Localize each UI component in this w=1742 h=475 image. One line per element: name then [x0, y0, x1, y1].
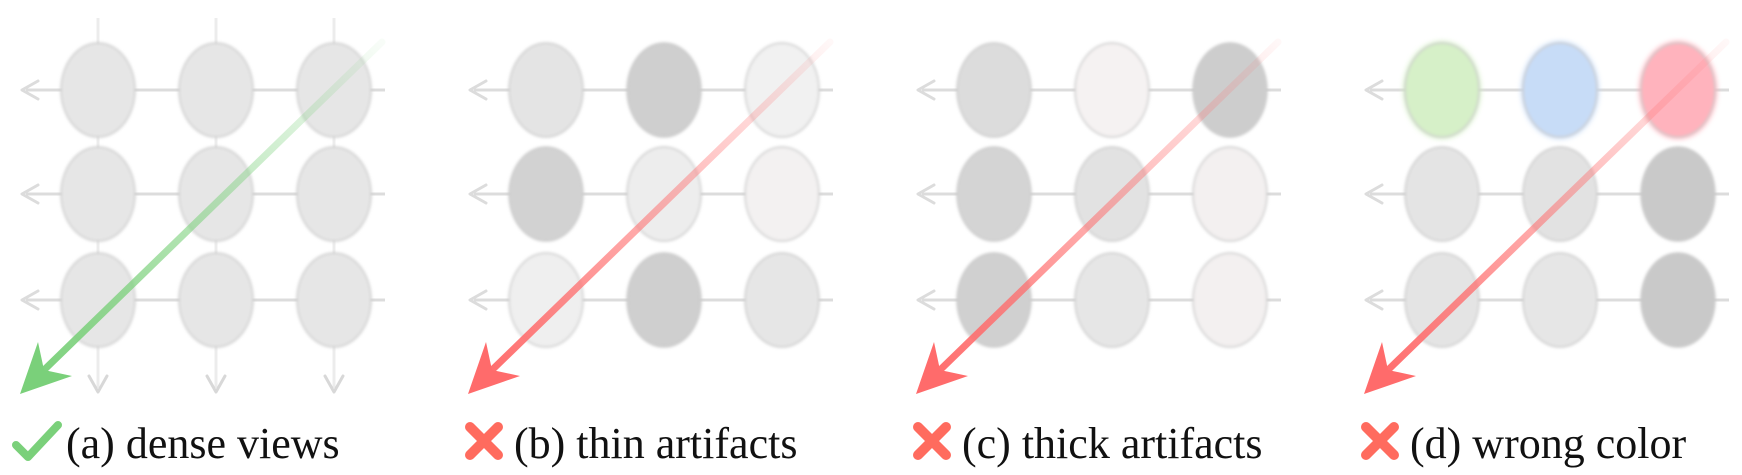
check-icon — [12, 421, 62, 461]
down-arrow-icon — [205, 374, 227, 394]
view-cell-r2-c3 — [295, 145, 373, 243]
left-arrow-icon — [1364, 289, 1384, 311]
panel-c: (c) thick artifacts — [913, 38, 1282, 468]
left-arrow-icon — [20, 289, 40, 311]
view-cell-r1-c2 — [177, 41, 255, 139]
view-cell-r2-c1 — [1403, 145, 1481, 243]
left-arrow-icon — [468, 79, 488, 101]
ray-arrowhead-icon — [1364, 342, 1416, 394]
view-cell-r3-c3 — [1191, 251, 1269, 349]
camera-ray-arrow — [40, 38, 386, 374]
camera-ray-arrow — [936, 38, 1282, 374]
cross-icon — [1361, 422, 1399, 460]
panel-caption: (d) wrong color — [1410, 419, 1686, 468]
left-arrow-icon — [20, 79, 40, 101]
view-cell-r3-c2 — [177, 251, 255, 349]
view-cell-r1-c1 — [59, 41, 137, 139]
view-cell-r3-c1 — [59, 251, 137, 349]
ray-arrowhead-icon — [916, 342, 968, 394]
view-cell-r3-c1 — [955, 251, 1033, 349]
view-cell-r3-c3 — [1639, 251, 1717, 349]
left-arrow-icon — [916, 79, 936, 101]
left-arrow-icon — [468, 289, 488, 311]
view-cell-r3-c3 — [295, 251, 373, 349]
view-cell-r1-c2 — [625, 41, 703, 139]
panel-b: (b) thin artifacts — [465, 38, 834, 468]
view-cell-r1-c1 — [507, 41, 585, 139]
view-cell-r3-c1 — [1403, 251, 1481, 349]
view-cell-r1-c1 — [1403, 41, 1481, 139]
view-cell-r1-c2 — [1521, 41, 1599, 139]
cross-icon — [913, 422, 951, 460]
view-cell-r3-c3 — [743, 251, 821, 349]
panel-caption: (a) dense views — [66, 419, 340, 468]
view-cell-r3-c2 — [1521, 251, 1599, 349]
left-arrow-icon — [20, 183, 40, 205]
left-arrow-icon — [916, 183, 936, 205]
panel-d: (d) wrong color — [1361, 38, 1730, 468]
left-arrow-icon — [1364, 79, 1384, 101]
view-cell-r2-c3 — [743, 145, 821, 243]
panel-caption: (c) thick artifacts — [962, 419, 1263, 468]
ray-arrowhead-icon — [468, 342, 520, 394]
cross-icon — [465, 422, 503, 460]
view-cell-r1-c2 — [1073, 41, 1151, 139]
view-cell-r2-c3 — [1639, 145, 1717, 243]
left-arrow-icon — [1364, 183, 1384, 205]
panel-caption: (b) thin artifacts — [514, 419, 797, 468]
camera-ray-arrow — [1384, 38, 1730, 374]
ray-arrowhead-icon — [20, 342, 72, 394]
down-arrow-icon — [323, 374, 345, 394]
panel-a: (a) dense views — [12, 18, 386, 468]
view-cell-r3-c1 — [507, 251, 585, 349]
camera-ray-arrow — [488, 38, 834, 374]
view-cell-r2-c1 — [955, 145, 1033, 243]
view-cell-r2-c3 — [1191, 145, 1269, 243]
view-cell-r2-c1 — [507, 145, 585, 243]
down-arrow-icon — [87, 374, 109, 394]
view-cell-r3-c2 — [625, 251, 703, 349]
left-arrow-icon — [916, 289, 936, 311]
view-cell-r2-c1 — [59, 145, 137, 243]
left-arrow-icon — [468, 183, 488, 205]
view-cell-r1-c1 — [955, 41, 1033, 139]
view-cell-r3-c2 — [1073, 251, 1151, 349]
